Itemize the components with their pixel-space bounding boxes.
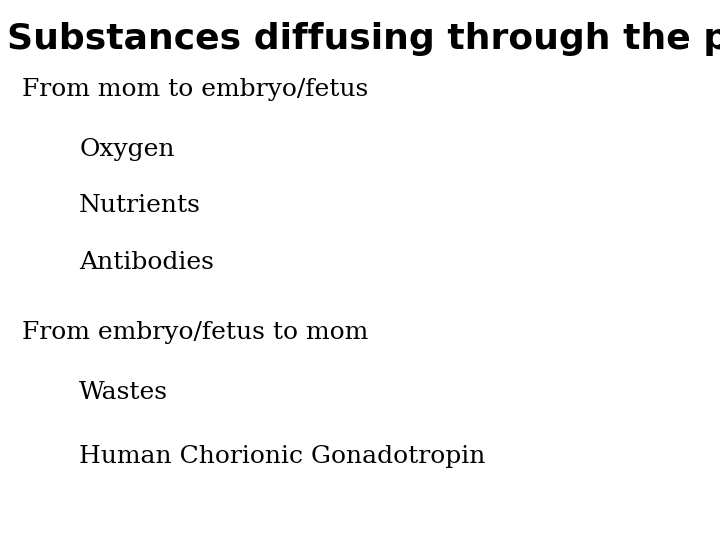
Text: Oxygen: Oxygen bbox=[79, 138, 175, 161]
Text: Wastes: Wastes bbox=[79, 381, 168, 404]
Text: Human Chorionic Gonadotropin: Human Chorionic Gonadotropin bbox=[79, 446, 485, 469]
Text: Nutrients: Nutrients bbox=[79, 194, 201, 218]
Text: From mom to embryo/fetus: From mom to embryo/fetus bbox=[22, 78, 368, 102]
Text: From embryo/fetus to mom: From embryo/fetus to mom bbox=[22, 321, 368, 345]
Text: Substances diffusing through the placenta: Substances diffusing through the placent… bbox=[7, 22, 720, 56]
Text: Antibodies: Antibodies bbox=[79, 251, 214, 274]
